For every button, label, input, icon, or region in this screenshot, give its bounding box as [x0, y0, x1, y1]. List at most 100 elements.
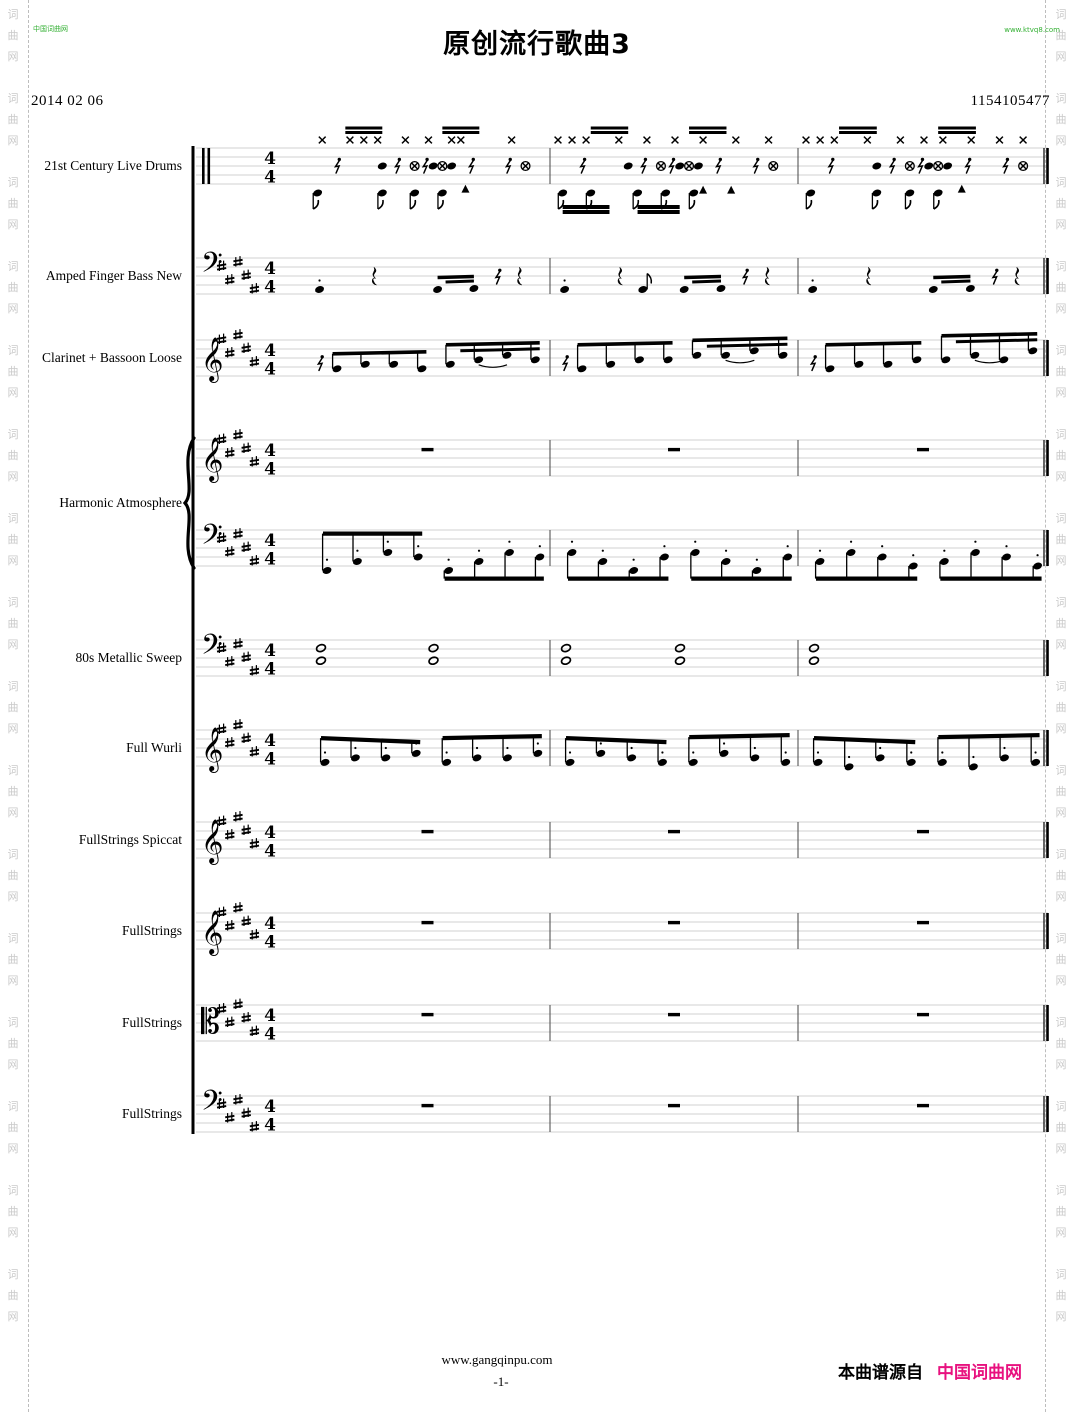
note-head: [322, 567, 332, 574]
note-head: [933, 189, 943, 197]
watermark-glyph: 网: [1055, 1058, 1067, 1071]
watermark-glyph: 曲: [7, 281, 19, 294]
note-head: [659, 553, 669, 561]
note-head: [410, 189, 420, 197]
note-head: [352, 558, 362, 565]
watermark-glyph: 网: [1055, 218, 1067, 231]
watermark-glyph: 词: [7, 680, 19, 693]
note-head: [437, 189, 447, 197]
watermark-glyph: 曲: [7, 953, 19, 966]
footer-credit: 本曲谱源自 中国词曲网: [838, 1358, 1022, 1383]
note-head: [808, 643, 820, 653]
note-head: [808, 656, 820, 666]
note-head: [332, 365, 342, 373]
note-head: [872, 189, 882, 197]
note-head: [447, 162, 457, 170]
watermark-glyph: 曲: [1055, 533, 1067, 546]
time-signature-numerator: 4: [264, 823, 276, 843]
note-head: [638, 286, 648, 293]
watermark-glyph: 曲: [7, 869, 19, 882]
watermark-glyph: 曲: [7, 365, 19, 378]
note-head: [504, 549, 514, 556]
note-head: [844, 763, 854, 771]
note-head: [908, 562, 918, 570]
watermark-glyph: 曲: [1055, 365, 1067, 378]
page-title: 原创流行歌曲3: [443, 29, 631, 60]
note-head: [778, 351, 788, 359]
watermark-glyph: 词: [7, 8, 19, 21]
note-head: [939, 558, 949, 565]
note-head: [623, 162, 633, 170]
time-signature-denominator: 4: [264, 360, 276, 380]
corner-mark-left: 中国词曲网: [33, 25, 68, 33]
bass-clef-icon: 𝄢: [201, 246, 223, 286]
time-signature-denominator: 4: [264, 550, 276, 570]
note-head: [377, 162, 387, 170]
note-head: [750, 754, 760, 762]
note-head: [565, 758, 575, 766]
time-signature-denominator: 4: [264, 1025, 276, 1045]
watermark-glyph: 曲: [7, 1289, 19, 1302]
note-head: [629, 567, 639, 574]
watermark-glyph: 网: [7, 806, 19, 819]
note-head: [389, 360, 399, 368]
note-head: [558, 189, 568, 197]
bass-clef-icon: 𝄢: [201, 518, 223, 558]
note-head: [474, 558, 484, 565]
watermark-glyph: 网: [7, 890, 19, 903]
staff-2: 𝄞 44: [196, 329, 1049, 383]
note-head: [586, 189, 596, 197]
note-head: [877, 553, 887, 561]
note-head: [428, 162, 438, 170]
note-head: [377, 189, 387, 197]
watermark-glyph: 网: [7, 50, 19, 63]
watermark-glyph: 网: [7, 1142, 19, 1155]
watermark-glyph: 网: [1055, 302, 1067, 315]
watermark-glyph: 词: [1055, 512, 1067, 525]
note-head: [469, 285, 479, 292]
note-head: [872, 162, 882, 170]
watermark-glyph: 词: [7, 1184, 19, 1197]
watermark-glyph: 曲: [7, 113, 19, 126]
watermark-glyph: 曲: [1055, 869, 1067, 882]
watermark-glyph: 曲: [7, 1037, 19, 1050]
watermark-glyph: 网: [1055, 134, 1067, 147]
watermark-glyph: 曲: [7, 617, 19, 630]
note-head: [675, 162, 685, 170]
watermark-glyph: 曲: [1055, 197, 1067, 210]
watermark-glyph: 网: [7, 1058, 19, 1071]
instrument-name-label: FullStrings: [121, 1015, 182, 1030]
time-signature-numerator: 4: [264, 641, 276, 661]
note-head: [663, 356, 673, 364]
note-head: [535, 553, 545, 561]
watermark-glyph: 网: [1055, 554, 1067, 567]
watermark-glyph: 网: [7, 1310, 19, 1323]
watermark-glyph: 词: [1055, 176, 1067, 189]
watermark-glyph: 词: [7, 848, 19, 861]
note-head: [530, 356, 540, 364]
page-margin-line-left: [28, 0, 29, 1412]
watermark-glyph: 词: [1055, 428, 1067, 441]
time-signature-denominator: 4: [264, 1116, 276, 1136]
time-signature-numerator: 4: [264, 1097, 276, 1117]
time-signature-numerator: 4: [264, 441, 276, 461]
watermark-glyph: 网: [1055, 386, 1067, 399]
footer-credit-site: 中国词曲网: [937, 1363, 1022, 1383]
time-signature-denominator: 4: [264, 933, 276, 953]
watermark-glyph: 词: [1055, 1184, 1067, 1197]
instrument-name-label: 21st Century Live Drums: [44, 158, 182, 173]
staff-9: 𝄢 44: [196, 1084, 1049, 1136]
note-head: [854, 360, 864, 368]
watermark-glyph: 词: [7, 932, 19, 945]
note-head: [688, 758, 698, 766]
note-head: [433, 286, 443, 293]
note-head: [813, 758, 823, 766]
watermark-glyph: 词: [1055, 764, 1067, 777]
watermark-glyph: 词: [1055, 344, 1067, 357]
watermark-glyph: 词: [1055, 1016, 1067, 1029]
note-head: [417, 365, 427, 373]
watermark-glyph: 词: [7, 92, 19, 105]
watermark-glyph: 曲: [1055, 281, 1067, 294]
note-head: [661, 189, 671, 197]
watermark-glyph: 网: [7, 386, 19, 399]
